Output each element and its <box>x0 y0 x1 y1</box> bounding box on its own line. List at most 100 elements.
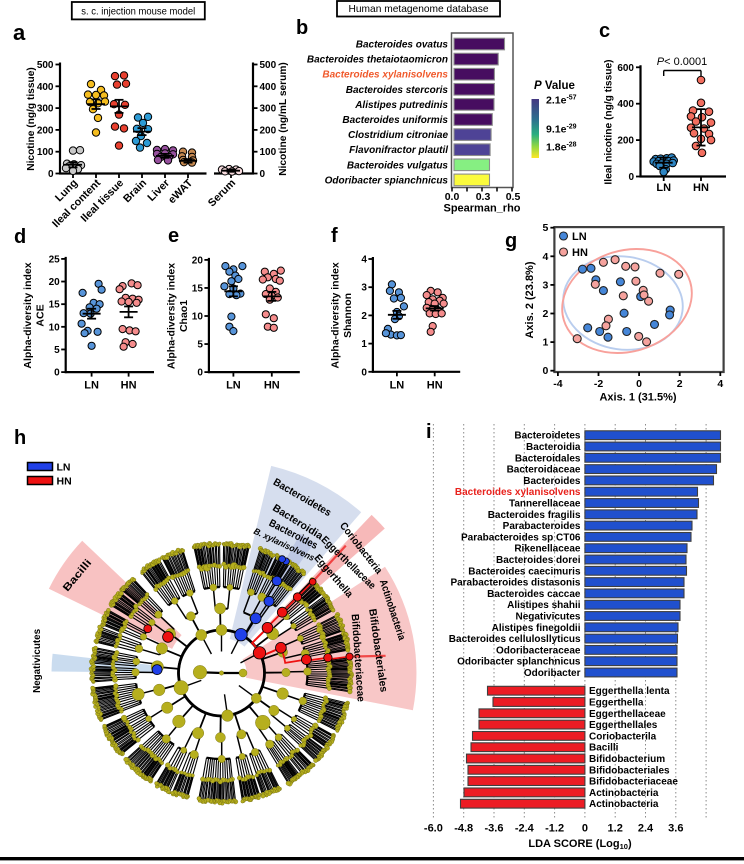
svg-text:Tannerellaceae: Tannerellaceae <box>509 499 581 510</box>
svg-text:HN: HN <box>121 380 137 392</box>
svg-text:LN: LN <box>226 380 241 392</box>
svg-text:Bacteroides stercoris: Bacteroides stercoris <box>346 85 449 96</box>
svg-text:Alpha-diversity index: Alpha-diversity index <box>166 263 178 369</box>
svg-text:0: 0 <box>197 368 203 379</box>
svg-text:-1.2: -1.2 <box>545 823 564 835</box>
svg-text:Coriobacterila: Coriobacterila <box>589 731 657 742</box>
svg-text:0: 0 <box>543 365 549 377</box>
svg-text:HN: HN <box>693 182 709 194</box>
svg-text:Bacteroides fragilis: Bacteroides fragilis <box>488 510 581 521</box>
svg-text:c: c <box>599 20 610 42</box>
svg-text:Alpha-diversity index: Alpha-diversity index <box>330 262 342 368</box>
svg-text:Bacteroides dorei: Bacteroides dorei <box>496 555 581 566</box>
svg-text:Axis. 1 (31.5%): Axis. 1 (31.5%) <box>599 392 676 404</box>
svg-text:0: 0 <box>628 172 634 183</box>
svg-text:400: 400 <box>37 82 54 93</box>
svg-text:Parabacteroides: Parabacteroides <box>503 521 581 532</box>
svg-text:Bifidobacteriales: Bifidobacteriales <box>589 765 670 776</box>
svg-text:Bacteroides uniformis: Bacteroides uniformis <box>342 115 448 126</box>
svg-text:LN: LN <box>57 462 71 474</box>
svg-text:1: 1 <box>543 337 549 349</box>
svg-text:Alistipes putredinis: Alistipes putredinis <box>354 100 448 111</box>
svg-text:Nicotine (ng/mL serum): Nicotine (ng/mL serum) <box>278 62 289 176</box>
svg-text:Bacteroides ovatus: Bacteroides ovatus <box>356 40 449 51</box>
svg-text:a: a <box>13 20 26 45</box>
svg-text:Bacteroides vulgatus: Bacteroides vulgatus <box>347 160 449 171</box>
svg-text:d: d <box>14 226 26 248</box>
svg-text:4: 4 <box>717 378 723 390</box>
svg-text:1: 1 <box>361 339 367 350</box>
svg-text:Negativicutes: Negativicutes <box>31 629 43 693</box>
svg-text:Shannon: Shannon <box>342 293 354 338</box>
svg-text:Bacteroides thetaiotaomicron: Bacteroides thetaiotaomicron <box>307 55 448 66</box>
svg-text:4: 4 <box>361 255 367 266</box>
svg-text:Rikenellaceae: Rikenellaceae <box>514 544 581 555</box>
svg-text:400: 400 <box>617 99 634 110</box>
svg-text:10: 10 <box>49 322 61 333</box>
svg-text:0: 0 <box>361 367 367 378</box>
svg-text:1.2: 1.2 <box>608 823 623 835</box>
svg-text:10: 10 <box>192 312 204 323</box>
svg-text:g: g <box>505 230 517 252</box>
svg-text:300: 300 <box>37 104 54 115</box>
svg-text:-6.0: -6.0 <box>424 823 443 835</box>
svg-text:400: 400 <box>260 82 277 93</box>
svg-text:Chao1: Chao1 <box>178 300 190 332</box>
svg-text:15: 15 <box>49 300 61 311</box>
svg-text:HN: HN <box>427 379 443 391</box>
svg-text:Human metagenome database: Human metagenome database <box>349 3 489 15</box>
svg-text:200: 200 <box>617 136 634 147</box>
svg-text:Bacteroides: Bacteroides <box>523 476 581 487</box>
svg-text:0.5: 0.5 <box>506 191 521 203</box>
svg-text:i: i <box>426 421 432 443</box>
svg-text:Bacteroidetes: Bacteroidetes <box>514 431 581 442</box>
svg-text:Bacteroidales: Bacteroidales <box>515 453 581 464</box>
svg-text:-4.8: -4.8 <box>454 823 473 835</box>
svg-text:Bifidobacteriaceae: Bifidobacteriaceae <box>589 777 678 788</box>
svg-text:2: 2 <box>361 311 367 322</box>
svg-text:HN: HN <box>57 476 72 488</box>
svg-text:0: 0 <box>48 169 54 180</box>
svg-text:Actinobacteria: Actinobacteria <box>589 788 659 799</box>
svg-text:300: 300 <box>260 104 277 115</box>
svg-text:Odoribacteraceae: Odoribacteraceae <box>496 645 581 656</box>
svg-text:Odoribacter spianchnicus: Odoribacter spianchnicus <box>325 175 449 186</box>
svg-text:Odoribacter splanchnicus: Odoribacter splanchnicus <box>457 657 581 668</box>
svg-text:Alistipes finegoldii: Alistipes finegoldii <box>492 623 581 634</box>
svg-text:2: 2 <box>677 378 683 390</box>
svg-text:P< 0.0001: P< 0.0001 <box>657 56 707 68</box>
svg-text:200: 200 <box>37 125 54 136</box>
svg-text:s. c. injection mouse model: s. c. injection mouse model <box>81 6 195 18</box>
svg-text:-2.4: -2.4 <box>515 823 535 835</box>
svg-text:P Value: P Value <box>534 80 575 92</box>
svg-text:Bacteroidia: Bacteroidia <box>526 442 581 453</box>
svg-text:25: 25 <box>49 254 61 265</box>
svg-text:Eggerthellaceae: Eggerthellaceae <box>589 709 666 720</box>
svg-text:20: 20 <box>192 255 204 266</box>
svg-text:Alistipes shahii: Alistipes shahii <box>507 600 581 611</box>
svg-text:Bacteroides xylanisolvens: Bacteroides xylanisolvens <box>455 487 581 498</box>
svg-text:15: 15 <box>192 283 204 294</box>
svg-text:h: h <box>14 427 26 449</box>
svg-text:Parabacteroides sp CT06: Parabacteroides sp CT06 <box>461 532 581 543</box>
svg-text:0: 0 <box>54 368 60 379</box>
svg-text:f: f <box>331 225 338 247</box>
svg-text:Nicotine (ng/g tissue): Nicotine (ng/g tissue) <box>26 67 37 171</box>
svg-text:Bacteroides caccae: Bacteroides caccae <box>487 589 581 600</box>
svg-text:Bacilli: Bacilli <box>589 743 619 754</box>
svg-text:Bacteroidaceae: Bacteroidaceae <box>507 465 581 476</box>
svg-text:20: 20 <box>49 277 61 288</box>
svg-text:Bacteroides caecimuris: Bacteroides caecimuris <box>468 566 581 577</box>
svg-text:5: 5 <box>543 222 549 234</box>
svg-text:b: b <box>296 17 308 39</box>
svg-text:Odoribacter: Odoribacter <box>524 668 581 679</box>
svg-text:200: 200 <box>260 125 277 136</box>
svg-text:4: 4 <box>543 251 549 263</box>
svg-text:LN: LN <box>390 379 405 391</box>
svg-text:Spearman_rho: Spearman_rho <box>443 203 520 215</box>
svg-text:100: 100 <box>37 147 54 158</box>
svg-text:5: 5 <box>54 345 60 356</box>
svg-text:-4: -4 <box>553 378 562 390</box>
svg-text:3.6: 3.6 <box>668 823 683 835</box>
svg-text:Negativicutes: Negativicutes <box>515 612 580 623</box>
